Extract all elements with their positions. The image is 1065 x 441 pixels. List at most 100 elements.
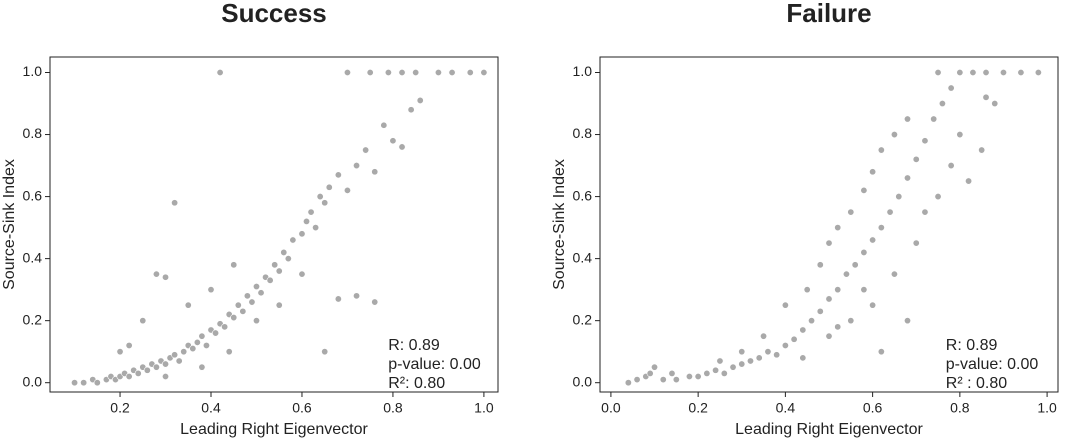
point (668, 369, 676, 377)
point (398, 69, 406, 77)
annotation: R² : 0.80 (946, 375, 1007, 392)
y-tick-label: 0.0 (573, 373, 593, 389)
point (969, 69, 977, 77)
x-tick-label: 0.0 (601, 400, 621, 416)
point (746, 357, 754, 365)
y-tick-label: 0.6 (23, 187, 43, 203)
point (202, 341, 210, 349)
y-tick-label: 0.8 (573, 125, 593, 141)
point (252, 283, 260, 291)
point (890, 270, 898, 278)
x-tick-label: 0.4 (776, 400, 796, 416)
point (380, 121, 388, 129)
y-tick-label: 0.6 (573, 187, 593, 203)
point (334, 295, 342, 303)
point (781, 341, 789, 349)
plot-frame (49, 56, 499, 393)
point (860, 186, 868, 194)
point (407, 106, 415, 114)
point (934, 193, 942, 201)
point (956, 131, 964, 139)
point (999, 69, 1007, 77)
point (371, 168, 379, 176)
point (180, 348, 188, 356)
point (847, 208, 855, 216)
point (834, 286, 842, 294)
point (152, 270, 160, 278)
x-axis-label: Leading Right Eigenvector (180, 421, 368, 438)
point (312, 224, 320, 232)
point (825, 332, 833, 340)
point (659, 376, 667, 384)
annotation: R: 0.89 (946, 337, 998, 354)
point (982, 69, 990, 77)
point (289, 236, 297, 244)
point (869, 236, 877, 244)
point (303, 217, 311, 225)
point (895, 193, 903, 201)
point (116, 348, 124, 356)
y-tick-label: 0.2 (23, 311, 43, 327)
y-tick-label: 0.4 (23, 249, 43, 265)
point (816, 261, 824, 269)
point (171, 351, 179, 359)
point (134, 369, 142, 377)
point (184, 301, 192, 309)
y-tick-label: 0.2 (573, 311, 593, 327)
point (834, 323, 842, 331)
point (712, 366, 720, 374)
point (799, 326, 807, 334)
x-tick-label: 0.8 (950, 400, 970, 416)
point (353, 292, 361, 300)
point (412, 69, 420, 77)
point (171, 199, 179, 207)
point (398, 143, 406, 151)
y-tick-label: 1.0 (573, 63, 593, 79)
chart-title: Failure (786, 0, 871, 28)
point (685, 372, 693, 380)
point (207, 286, 215, 294)
point (869, 301, 877, 309)
point (877, 146, 885, 154)
point (851, 261, 859, 269)
point (416, 96, 424, 104)
point (716, 357, 724, 365)
point (321, 348, 329, 356)
point (366, 69, 374, 77)
point (230, 261, 238, 269)
point (271, 261, 279, 269)
point (773, 351, 781, 359)
point (284, 255, 292, 263)
x-tick-label: 0.2 (688, 400, 708, 416)
point (738, 348, 746, 356)
point (298, 230, 306, 238)
point (321, 199, 329, 207)
point (672, 376, 680, 384)
point (162, 273, 170, 281)
x-tick-label: 0.6 (292, 400, 312, 416)
point (947, 162, 955, 170)
point (930, 115, 938, 123)
point (212, 329, 220, 337)
x-tick-label: 0.2 (110, 400, 130, 416)
point (825, 239, 833, 247)
point (125, 372, 133, 380)
x-axis-label: Leading Right Eigenvector (735, 421, 923, 438)
point (221, 323, 229, 331)
point (189, 345, 197, 353)
point (904, 115, 912, 123)
point (353, 162, 361, 170)
point (448, 69, 456, 77)
point (243, 292, 251, 300)
point (720, 369, 728, 377)
point (234, 301, 242, 309)
point (847, 317, 855, 325)
point (834, 224, 842, 232)
point (193, 338, 201, 346)
point (991, 100, 999, 108)
chart-title: Success (221, 0, 327, 28)
point (252, 317, 260, 325)
point (633, 376, 641, 384)
point (956, 69, 964, 77)
point (343, 186, 351, 194)
